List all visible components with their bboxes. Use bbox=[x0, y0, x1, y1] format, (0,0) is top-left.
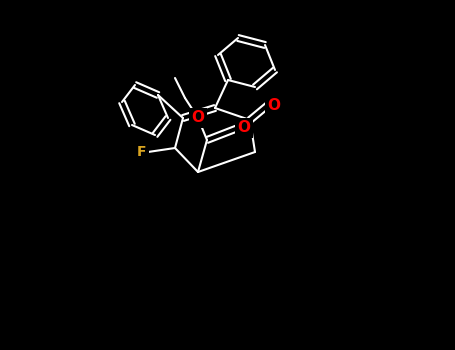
Text: O: O bbox=[238, 120, 251, 135]
Text: F: F bbox=[137, 145, 147, 159]
Text: O: O bbox=[268, 98, 280, 112]
Text: O: O bbox=[192, 111, 204, 126]
